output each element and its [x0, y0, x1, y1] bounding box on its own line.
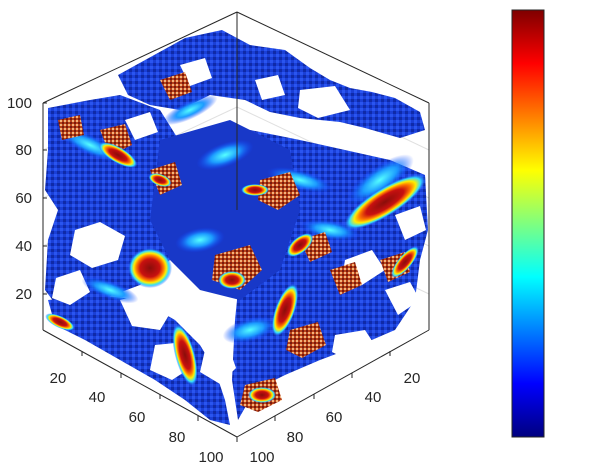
- z-tick-label: 100: [7, 95, 32, 112]
- void: [332, 330, 378, 362]
- cube-back-frame: [42, 11, 430, 104]
- hot-texture: [160, 72, 192, 100]
- hot-blob: [148, 173, 172, 187]
- y-tick-label: 60: [326, 409, 343, 426]
- z-tick-label: 80: [15, 142, 32, 159]
- hot-texture: [330, 262, 362, 295]
- hot-texture: [258, 172, 300, 210]
- colorbar: [511, 9, 545, 438]
- hot-blob: [248, 387, 276, 403]
- hot-blob: [391, 246, 419, 278]
- hot-blob: [343, 173, 427, 231]
- void: [298, 86, 350, 118]
- y-tick-label: 100: [249, 449, 274, 466]
- hot-blob: [45, 313, 75, 331]
- cyan-glow: [175, 227, 225, 253]
- tick-marks: [43, 102, 391, 442]
- void: [125, 112, 158, 140]
- volume-render: [45, 30, 428, 425]
- void: [255, 75, 285, 100]
- x-tick-label: 60: [129, 409, 146, 426]
- hot-blob: [286, 233, 314, 257]
- cyan-glow: [267, 166, 333, 194]
- cyan-glow: [346, 154, 414, 206]
- z-tick-label: 20: [15, 286, 32, 303]
- hot-blob: [172, 323, 198, 387]
- hot-blob: [271, 283, 299, 337]
- void: [200, 345, 236, 384]
- hot-blob: [218, 271, 246, 289]
- z-tick-label: 40: [15, 238, 32, 255]
- hot-blob: [128, 248, 172, 288]
- colorbar-gradient: [511, 9, 545, 438]
- z-tick-label: 60: [15, 190, 32, 207]
- hot-blob: [241, 184, 269, 196]
- y-tick-label: 20: [404, 370, 421, 387]
- cyan-glow: [196, 139, 254, 171]
- x-tick-label: 100: [198, 449, 223, 466]
- hot-blob: [98, 142, 138, 168]
- hot-texture: [286, 322, 326, 358]
- void: [385, 282, 420, 315]
- cyan-glow: [162, 94, 218, 126]
- void: [52, 270, 90, 305]
- y-tick-label: 40: [365, 389, 382, 406]
- z-axis-ticks: 20 40 60 80 100: [7, 95, 32, 303]
- void: [395, 206, 426, 240]
- pore-region: [150, 120, 300, 300]
- y-axis-ticks: 20 40 60 80 100: [249, 370, 420, 466]
- cyan-glow: [81, 276, 139, 304]
- void: [70, 222, 125, 268]
- x-tick-label: 80: [169, 429, 186, 446]
- hot-texture: [58, 115, 84, 140]
- pore-region: [48, 295, 230, 425]
- cube-front-frame: [42, 12, 430, 438]
- x-tick-label: 20: [50, 370, 67, 387]
- void: [180, 58, 212, 86]
- cyan-glow: [222, 316, 278, 344]
- x-axis-ticks: 20 40 60 80 100: [50, 370, 224, 466]
- x-tick-label: 40: [89, 389, 106, 406]
- y-tick-label: 80: [287, 429, 304, 446]
